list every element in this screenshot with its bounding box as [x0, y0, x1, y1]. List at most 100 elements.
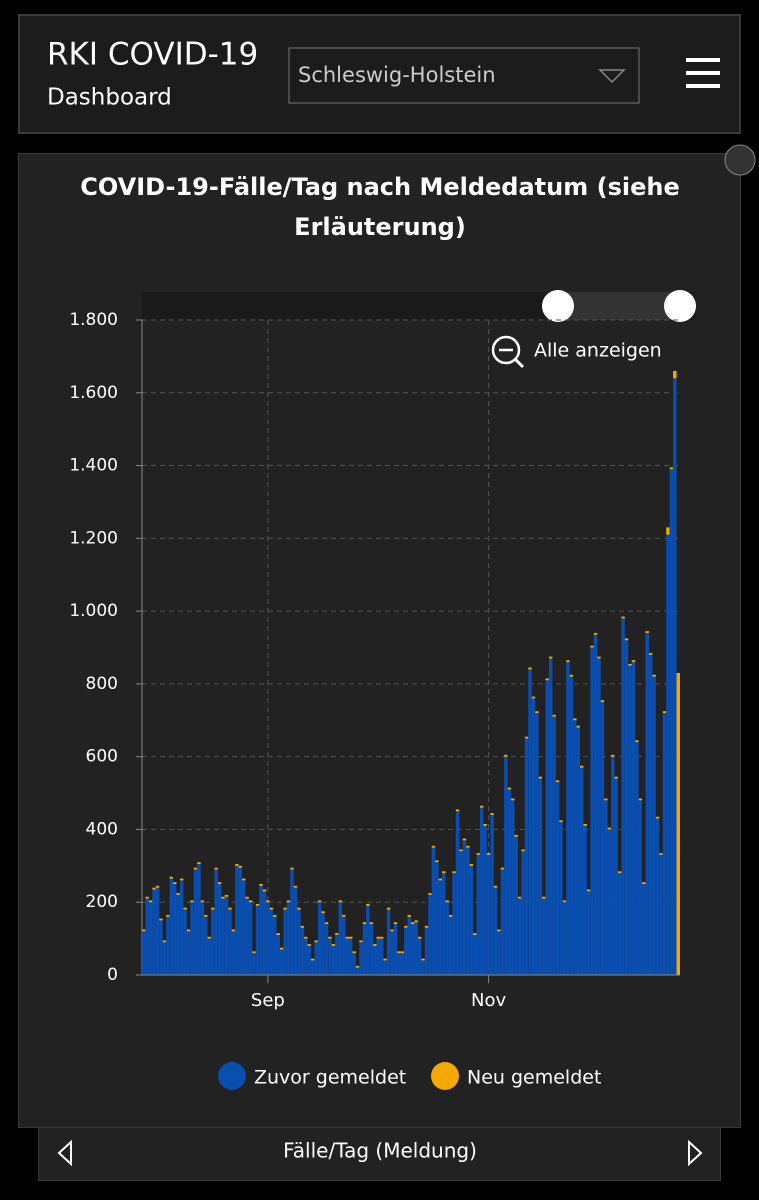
bar-segment [435, 860, 439, 863]
bar-segment [224, 896, 229, 975]
bar-segment [342, 916, 346, 975]
dropdown-arrow[interactable] [598, 69, 626, 84]
bar-segment [590, 647, 594, 975]
bar-segment [538, 776, 543, 779]
bar-segment [642, 884, 646, 975]
bar-segment [662, 711, 667, 713]
bar-segment [383, 958, 387, 961]
bar-segment [576, 725, 580, 728]
bar-segment [200, 902, 205, 975]
legend-marker[interactable] [218, 1062, 246, 1090]
bar-segment [514, 834, 518, 837]
bar-segment [386, 909, 391, 975]
legend-label: Neu gemeldet [467, 1067, 601, 1089]
bar-segment [497, 931, 501, 975]
bar-segment [145, 896, 149, 899]
bar-segment [476, 853, 480, 855]
bar-segment [438, 880, 443, 975]
bar-segment [142, 929, 146, 932]
bar-segment [352, 951, 356, 954]
app-subtitle: Dashboard [47, 85, 172, 111]
bar-segment [345, 936, 349, 939]
app-title: RKI COVID-19 [47, 37, 258, 73]
bar-segment [604, 800, 608, 975]
reset-zoom-label[interactable]: Alle anzeigen [534, 340, 662, 362]
bar-segment [252, 953, 256, 975]
scrollbar-thumb[interactable] [558, 292, 680, 320]
bar-segment [397, 953, 401, 975]
bar-segment [345, 938, 349, 975]
bar-segment [335, 934, 339, 975]
bar-segment [204, 916, 208, 975]
bar-segment [642, 882, 646, 885]
bar-segment [197, 864, 201, 975]
bar-segment [386, 907, 391, 910]
legend-marker[interactable] [431, 1062, 459, 1090]
bar-segment [238, 865, 243, 868]
bar-segment [617, 873, 622, 975]
bar-segment [552, 714, 556, 717]
bar-segment [293, 887, 298, 975]
bar-segment [242, 880, 246, 975]
scroll-handle[interactable] [542, 290, 574, 322]
bar-segment [359, 942, 363, 975]
bar-segment [462, 838, 467, 841]
y-tick-label: 1.600 [69, 383, 118, 403]
bar-segment [235, 865, 239, 975]
bar-segment [542, 896, 546, 899]
dropdown[interactable] [288, 47, 640, 104]
menu-icon[interactable] [686, 58, 720, 88]
bar-segment [373, 944, 377, 946]
bar-segment [173, 882, 177, 885]
y-tick-label: 200 [86, 892, 118, 912]
bar-segment [314, 940, 318, 943]
bar-segment [207, 936, 211, 939]
bar-segment [266, 900, 270, 903]
collapse-button[interactable] [724, 144, 756, 176]
bar-segment [521, 849, 525, 852]
prev-button[interactable] [57, 1139, 72, 1167]
bar-segment [152, 887, 156, 890]
bar-segment [155, 887, 160, 975]
bar-segment [407, 914, 411, 917]
bar-segment [669, 469, 674, 975]
bar-segment [579, 765, 584, 768]
bar-segment [507, 787, 512, 790]
next-button[interactable] [688, 1139, 703, 1167]
bar-segment [635, 742, 639, 975]
bar-segment [338, 902, 343, 975]
bar-segment [576, 727, 580, 975]
bar-segment [155, 885, 160, 888]
bar-segment [159, 918, 163, 921]
bar-segment [217, 884, 222, 975]
bar-segment [321, 913, 325, 975]
bar-segment [176, 894, 180, 975]
bar-segment [248, 900, 253, 903]
bar-segment [248, 902, 253, 975]
bar-segment [231, 931, 236, 975]
legend-label: Zuvor gemeldet [254, 1067, 406, 1089]
bar-segment [379, 936, 384, 939]
bar-segment [376, 938, 380, 975]
bar-segment [262, 889, 267, 892]
bar-segment [255, 904, 260, 906]
bar-segment [307, 945, 311, 975]
x-tick-label: Sep [251, 990, 285, 1011]
bar-segment [459, 851, 463, 975]
bar-segment [390, 929, 394, 932]
scroll-handle[interactable] [664, 290, 696, 322]
bar-segment [148, 900, 153, 903]
bar-segment [621, 616, 625, 619]
bar-segment [424, 927, 429, 975]
bar-segment [397, 951, 401, 954]
bar-segment [424, 925, 429, 928]
bar-segment [586, 891, 591, 975]
bar-segment [193, 869, 198, 975]
bar-segment [286, 902, 291, 975]
dropdown-value[interactable]: Schleswig-Holstein [298, 63, 496, 87]
bar-segment [362, 922, 367, 925]
y-tick-label: 400 [86, 819, 118, 839]
bar-segment [169, 876, 174, 879]
bar-segment [414, 922, 418, 975]
reset-zoom[interactable] [491, 335, 525, 369]
